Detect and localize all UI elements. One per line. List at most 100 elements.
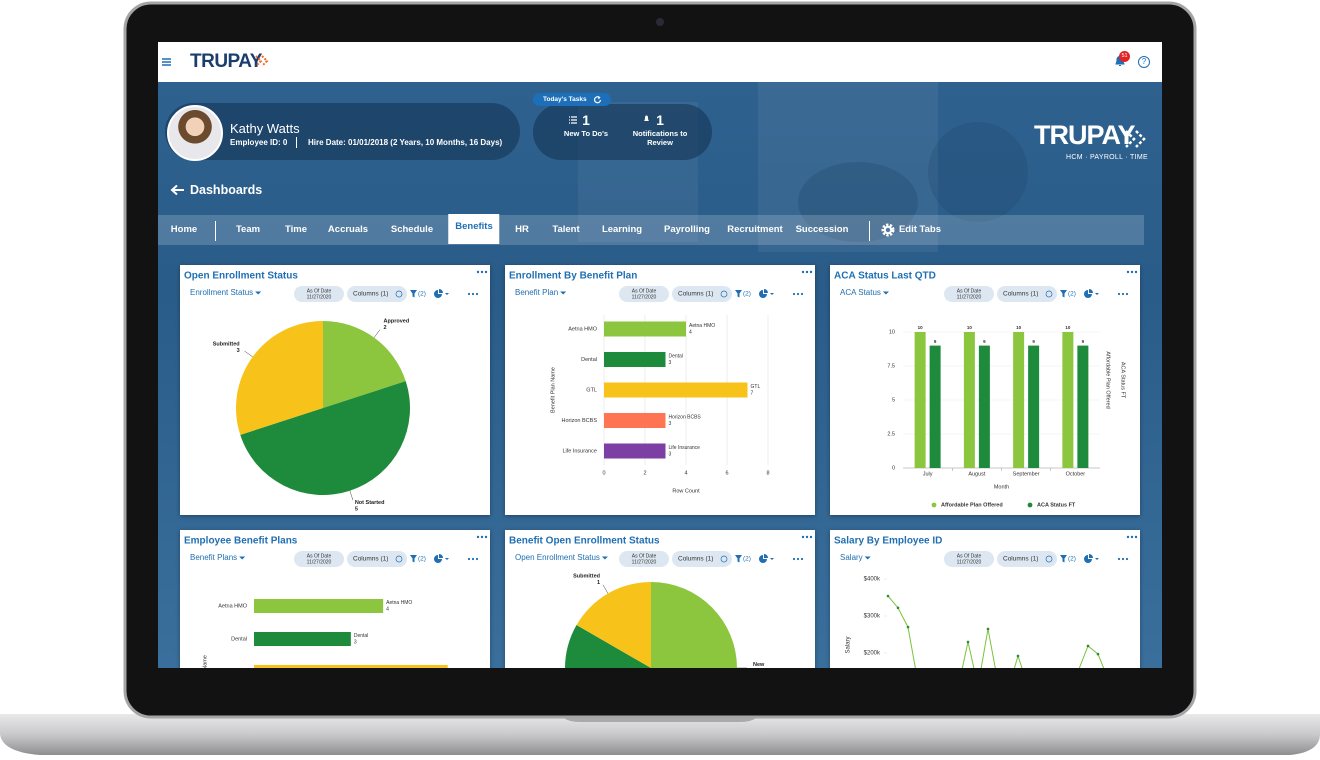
chart-type-icon[interactable] bbox=[434, 289, 443, 298]
tab[interactable]: Talent bbox=[552, 224, 580, 235]
dropdown-arrow bbox=[864, 556, 871, 560]
menu-dot[interactable] bbox=[1117, 557, 1121, 561]
columns-pill[interactable] bbox=[347, 551, 407, 567]
tab[interactable]: Benefits bbox=[448, 214, 500, 244]
menu-dot[interactable] bbox=[796, 557, 800, 561]
columns-pill[interactable] bbox=[997, 551, 1057, 567]
tab[interactable]: Learning bbox=[601, 224, 643, 235]
bar-label: Dental bbox=[669, 353, 683, 359]
filter-dropdown[interactable]: Benefit Plan bbox=[515, 288, 558, 297]
filter-icon[interactable] bbox=[410, 290, 417, 298]
menu-dot[interactable] bbox=[471, 292, 475, 296]
filter-dropdown[interactable]: Benefit Plans bbox=[190, 553, 237, 562]
employee-name: Kathy Watts bbox=[230, 121, 300, 136]
widget-menu[interactable] bbox=[476, 270, 488, 274]
edit-tabs[interactable]: Edit Tabs bbox=[898, 224, 942, 235]
filter-dropdown[interactable]: Enrollment Status bbox=[190, 288, 253, 297]
as-of-pill[interactable] bbox=[619, 286, 669, 302]
slice-label: New bbox=[753, 662, 765, 668]
leader-line bbox=[244, 350, 253, 358]
refresh-icon[interactable] bbox=[593, 95, 602, 104]
filter-icon[interactable] bbox=[735, 555, 742, 563]
menu-dot[interactable] bbox=[1117, 292, 1121, 296]
chart-type-icon[interactable] bbox=[759, 554, 768, 563]
menu-dot[interactable] bbox=[475, 292, 479, 296]
gear-icon[interactable] bbox=[880, 222, 896, 238]
tab[interactable]: Team bbox=[235, 224, 261, 235]
dropdown-arrow bbox=[882, 291, 889, 295]
menu-dot[interactable] bbox=[1121, 292, 1125, 296]
todo-label: New To Do's bbox=[563, 129, 609, 138]
tab[interactable]: Schedule bbox=[390, 224, 434, 235]
pie-slice bbox=[323, 321, 406, 408]
notification-count[interactable]: 1 bbox=[656, 112, 664, 128]
chart-type-icon[interactable] bbox=[434, 554, 443, 563]
filter-dropdown[interactable]: ACA Status bbox=[840, 288, 881, 297]
chart-type-arrow bbox=[1095, 558, 1099, 560]
widget-menu[interactable] bbox=[1126, 270, 1138, 274]
menu-dot[interactable] bbox=[796, 292, 800, 296]
columns-clear bbox=[395, 290, 403, 298]
as-of-pill[interactable] bbox=[294, 551, 344, 567]
filter-icon[interactable] bbox=[1060, 290, 1067, 298]
bar bbox=[254, 632, 351, 646]
widget-menu[interactable] bbox=[476, 535, 488, 539]
menu-dot[interactable] bbox=[1125, 557, 1129, 561]
tab[interactable]: Home bbox=[170, 224, 198, 235]
pie-slice bbox=[564, 625, 651, 668]
columns-label: Columns (1) bbox=[353, 291, 388, 298]
filter-dropdown[interactable]: Salary bbox=[840, 553, 863, 562]
todo-count[interactable]: 1 bbox=[582, 112, 590, 128]
logo-arrows bbox=[255, 55, 269, 67]
widget-menu[interactable] bbox=[801, 535, 813, 539]
filter-dropdown[interactable]: Open Enrollment Status bbox=[515, 553, 600, 562]
widget-menu[interactable] bbox=[801, 270, 813, 274]
as-of-label: As Of Date bbox=[632, 288, 657, 294]
menu-dot[interactable] bbox=[792, 557, 796, 561]
columns-pill[interactable] bbox=[672, 551, 732, 567]
chart: New3Submitted1 bbox=[564, 574, 765, 668]
as-of-pill[interactable] bbox=[944, 286, 994, 302]
tab[interactable]: Succession bbox=[795, 224, 849, 235]
columns-pill[interactable] bbox=[347, 286, 407, 302]
as-of-pill[interactable] bbox=[294, 286, 344, 302]
widget-menu[interactable] bbox=[1126, 535, 1138, 539]
menu-dot bbox=[809, 270, 813, 274]
menu-dot[interactable] bbox=[475, 557, 479, 561]
tab[interactable]: Payrolling bbox=[664, 224, 710, 235]
as-of-pill[interactable] bbox=[619, 551, 669, 567]
menu-dot[interactable] bbox=[792, 292, 796, 296]
menu-dot[interactable] bbox=[1121, 557, 1125, 561]
columns-pill[interactable] bbox=[997, 286, 1057, 302]
filter-icon[interactable] bbox=[735, 290, 742, 298]
columns-pill[interactable] bbox=[672, 286, 732, 302]
menu-dot[interactable] bbox=[800, 557, 804, 561]
menu-dot[interactable] bbox=[471, 557, 475, 561]
filter-icon[interactable] bbox=[410, 555, 417, 563]
tab-divider bbox=[215, 221, 216, 241]
menu-dot[interactable] bbox=[1125, 292, 1129, 296]
back-arrow[interactable] bbox=[170, 184, 186, 196]
tab[interactable]: Accruals bbox=[327, 224, 369, 235]
menu-dot bbox=[1134, 535, 1138, 539]
as-of-pill[interactable] bbox=[944, 551, 994, 567]
as-of-date: 11/27/2020 bbox=[307, 559, 332, 565]
chart-type-icon[interactable] bbox=[759, 289, 768, 298]
y-tick-label: 2.5 bbox=[887, 431, 895, 437]
slice-label: Approved bbox=[384, 319, 410, 325]
menu-dot[interactable] bbox=[467, 557, 471, 561]
tab[interactable]: HR bbox=[515, 224, 529, 235]
menu-dot bbox=[484, 535, 488, 539]
menu-icon[interactable] bbox=[161, 56, 173, 68]
chart-type-icon[interactable] bbox=[1084, 289, 1093, 298]
menu-dot[interactable] bbox=[800, 292, 804, 296]
tasks-title[interactable]: Today's Tasks bbox=[533, 93, 611, 106]
menu-dot[interactable] bbox=[467, 292, 471, 296]
help-button[interactable]: ? bbox=[1138, 56, 1150, 68]
tab[interactable]: Time bbox=[284, 224, 308, 235]
chart-type-icon[interactable] bbox=[1084, 554, 1093, 563]
tab[interactable]: Recruitment bbox=[727, 224, 783, 235]
filter-icon[interactable] bbox=[1060, 555, 1067, 563]
as-of-label: As Of Date bbox=[307, 553, 332, 559]
menu-dot bbox=[1130, 535, 1134, 539]
